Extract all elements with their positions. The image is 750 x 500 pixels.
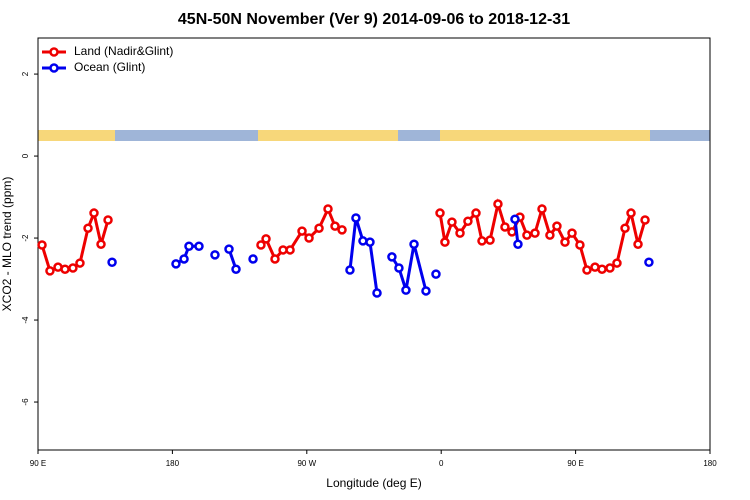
data-point (314, 223, 324, 233)
legend-marker (49, 63, 59, 73)
data-point (409, 239, 419, 249)
data-point (597, 264, 607, 274)
data-point (463, 216, 473, 226)
data-point (45, 266, 55, 276)
data-point (485, 235, 495, 245)
data-point (261, 234, 271, 244)
data-point (184, 241, 194, 252)
data-point (575, 240, 585, 250)
data-point (96, 239, 106, 249)
data-point (644, 257, 654, 267)
data-point (330, 221, 340, 231)
data-point (297, 226, 307, 236)
data-point (372, 288, 382, 298)
chart-title: 45N-50N November (Ver 9) 2014-09-06 to 2… (178, 11, 570, 28)
x-tick-label: 0 (439, 459, 444, 468)
data-point (435, 208, 445, 218)
legend-label: Land (Nadir&Glint) (74, 44, 173, 58)
data-point (351, 213, 361, 223)
data-point (394, 263, 404, 273)
legend-marker (49, 47, 59, 57)
data-point (640, 215, 650, 225)
x-tick-label: 90 E (30, 459, 46, 468)
data-point (530, 228, 540, 238)
data-point (171, 259, 181, 269)
data-point (323, 204, 333, 214)
x-tick-label: 180 (703, 459, 717, 468)
data-point (345, 265, 355, 275)
data-point (387, 252, 397, 262)
data-point (500, 222, 510, 232)
data-point (455, 228, 465, 238)
data-point (620, 223, 630, 233)
data-point (513, 239, 523, 249)
land-band (38, 130, 115, 141)
data-point (545, 230, 555, 240)
data-point (194, 241, 204, 252)
x-tick-label: 90 W (297, 459, 316, 468)
y-tick-label: 2 (21, 71, 30, 76)
series-line (40, 198, 647, 273)
data-point (431, 269, 441, 279)
legend-label: Ocean (Glint) (74, 60, 145, 74)
x-tick-label: 90 E (567, 459, 583, 468)
data-point (440, 237, 450, 247)
land-ocean-strip (38, 130, 710, 141)
data-point (337, 225, 347, 235)
data-point (60, 264, 70, 274)
x-tick-label: 180 (166, 459, 180, 468)
data-point (89, 208, 99, 218)
data-point (537, 204, 547, 214)
data-point (522, 230, 532, 240)
land-band (440, 130, 650, 141)
land-band (258, 130, 398, 141)
data-point (447, 217, 457, 227)
data-point (421, 286, 431, 296)
data-point (210, 250, 220, 260)
data-point (179, 254, 189, 264)
y-tick-label: -6 (21, 398, 30, 406)
x-axis-label: Longitude (deg E) (326, 476, 421, 490)
data-point (231, 264, 241, 274)
data-point (612, 258, 622, 268)
series-line (176, 218, 649, 293)
y-tick-label: 0 (21, 153, 30, 158)
data-point (365, 237, 375, 247)
data-point (493, 199, 503, 209)
data-point (626, 208, 636, 218)
data-point (567, 228, 577, 238)
data-point (37, 240, 47, 250)
data-point (582, 265, 592, 275)
data-point (605, 263, 615, 273)
y-axis-label: XCO2 - MLO trend (ppm) (0, 177, 14, 312)
data-point (107, 257, 117, 267)
data-point (270, 254, 280, 264)
y-tick-label: -2 (21, 234, 30, 242)
data-point (633, 239, 643, 249)
data-point (68, 263, 78, 273)
data-point (83, 223, 93, 233)
data-point (285, 245, 295, 255)
data-point (103, 215, 113, 225)
data-point (552, 221, 562, 231)
data-point (560, 237, 570, 247)
data-point (224, 244, 234, 254)
data-point (401, 285, 411, 295)
data-point (248, 254, 258, 264)
data-point (507, 227, 517, 237)
data-point (75, 258, 85, 268)
data-point (477, 236, 487, 246)
data-point (471, 208, 481, 218)
y-tick-label: -4 (21, 316, 30, 324)
data-point (256, 240, 266, 250)
data-point (510, 214, 520, 224)
data-point (304, 233, 314, 243)
